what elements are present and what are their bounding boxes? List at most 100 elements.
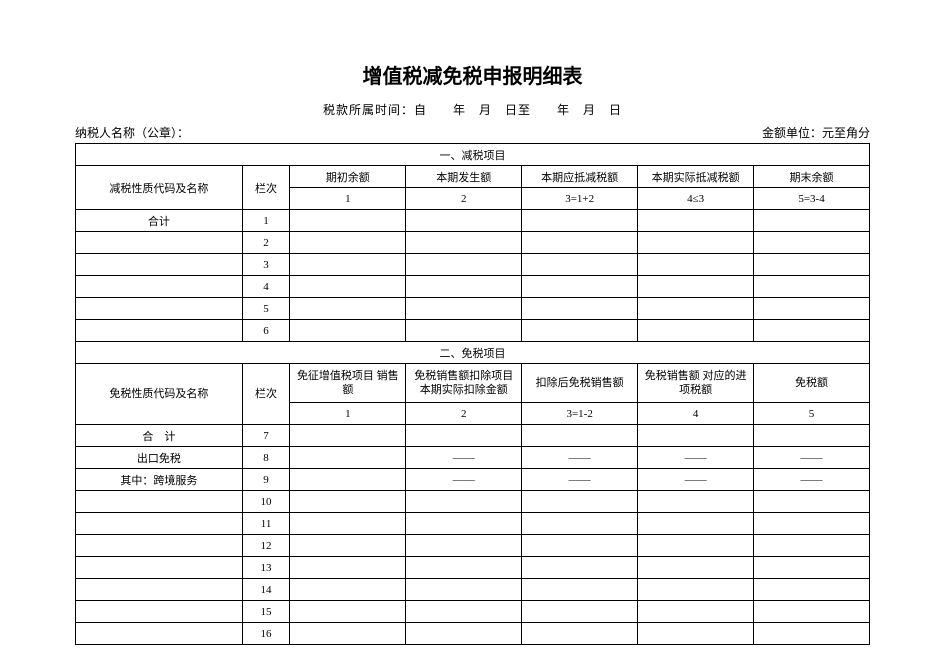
cell — [754, 601, 870, 623]
section2-header-row: 二、免税项目 — [76, 342, 870, 364]
cell — [754, 276, 870, 298]
cell — [638, 254, 754, 276]
section2-header: 二、免税项目 — [76, 342, 870, 364]
s1-row-name — [76, 254, 243, 276]
cell — [638, 601, 754, 623]
s2-col-2: 免税销售额扣除项目 本期实际扣除金额 — [406, 364, 522, 403]
table-row: 16 — [76, 623, 870, 645]
cell — [406, 232, 522, 254]
cell — [290, 298, 406, 320]
s2-col-lan: 栏次 — [242, 364, 290, 425]
section1-header: 一、减税项目 — [76, 144, 870, 166]
s1-formula-4: 4≤3 — [638, 188, 754, 210]
cell — [638, 298, 754, 320]
s2-formula-4: 4 — [638, 403, 754, 425]
table-row: 15 — [76, 601, 870, 623]
table-row: 10 — [76, 491, 870, 513]
s1-col-1: 期初余额 — [290, 166, 406, 188]
cell — [754, 210, 870, 232]
cell — [522, 579, 638, 601]
s1-col-name: 减税性质代码及名称 — [76, 166, 243, 210]
cell — [406, 579, 522, 601]
cell — [290, 254, 406, 276]
s2-row-name — [76, 535, 243, 557]
cell — [638, 276, 754, 298]
cell: —— — [638, 469, 754, 491]
s1-col-4: 本期实际抵减税额 — [638, 166, 754, 188]
cell — [522, 254, 638, 276]
cell — [522, 491, 638, 513]
s1-formula-5: 5=3-4 — [754, 188, 870, 210]
cell — [754, 557, 870, 579]
cell — [522, 623, 638, 645]
table-row: 6 — [76, 320, 870, 342]
table-row: 合 计7 — [76, 425, 870, 447]
s2-formula-1: 1 — [290, 403, 406, 425]
cell — [290, 425, 406, 447]
cell: —— — [522, 469, 638, 491]
period-line: 税款所属时间：自 年 月 日至 年 月 日 — [75, 101, 870, 118]
cell — [406, 557, 522, 579]
s2-row-n: 15 — [242, 601, 290, 623]
cell — [290, 320, 406, 342]
cell — [522, 298, 638, 320]
s1-formula-3: 3=1+2 — [522, 188, 638, 210]
cell: —— — [406, 469, 522, 491]
s2-row-name — [76, 579, 243, 601]
s2-row-name: 其中：跨境服务 — [76, 469, 243, 491]
table-row: 2 — [76, 232, 870, 254]
table-row: 其中：跨境服务9———————— — [76, 469, 870, 491]
cell — [522, 210, 638, 232]
s1-row-n: 5 — [242, 298, 290, 320]
table-row: 4 — [76, 276, 870, 298]
s2-row-n: 7 — [242, 425, 290, 447]
s1-row-name — [76, 320, 243, 342]
meta-row: 纳税人名称（公章）： 金额单位：元至角分 — [75, 124, 870, 141]
cell — [638, 623, 754, 645]
s1-row-name: 合计 — [76, 210, 243, 232]
s2-row-name — [76, 623, 243, 645]
cell — [406, 601, 522, 623]
s2-row-n: 11 — [242, 513, 290, 535]
s2-row-n: 9 — [242, 469, 290, 491]
cell — [754, 232, 870, 254]
cell — [754, 535, 870, 557]
s2-row-n: 8 — [242, 447, 290, 469]
s2-col-5: 免税额 — [754, 364, 870, 403]
s2-row-name: 合 计 — [76, 425, 243, 447]
cell — [406, 276, 522, 298]
cell — [522, 601, 638, 623]
cell — [638, 320, 754, 342]
s2-col-1: 免征增值税项目 销售额 — [290, 364, 406, 403]
table-row: 5 — [76, 298, 870, 320]
s2-col-4: 免税销售额 对应的进项税额 — [638, 364, 754, 403]
s1-formula-1: 1 — [290, 188, 406, 210]
s1-row-n: 6 — [242, 320, 290, 342]
cell — [406, 491, 522, 513]
s2-row-name — [76, 601, 243, 623]
section1-header-row: 一、减税项目 — [76, 144, 870, 166]
s2-row-name — [76, 513, 243, 535]
table-row: 13 — [76, 557, 870, 579]
cell — [638, 535, 754, 557]
cell — [754, 491, 870, 513]
s2-row-n: 14 — [242, 579, 290, 601]
cell — [638, 210, 754, 232]
s1-row-n: 1 — [242, 210, 290, 232]
cell — [522, 535, 638, 557]
s1-formula-2: 2 — [406, 188, 522, 210]
cell — [290, 557, 406, 579]
taxpayer-name-label: 纳税人名称（公章）： — [75, 124, 189, 141]
s2-row-n: 10 — [242, 491, 290, 513]
cell — [754, 298, 870, 320]
cell — [406, 535, 522, 557]
table-row: 3 — [76, 254, 870, 276]
cell — [754, 513, 870, 535]
cell — [290, 601, 406, 623]
s1-col-3: 本期应抵减税额 — [522, 166, 638, 188]
cell — [406, 425, 522, 447]
cell — [290, 210, 406, 232]
cell — [290, 276, 406, 298]
s1-col-2: 本期发生额 — [406, 166, 522, 188]
form-title: 增值税减免税申报明细表 — [75, 60, 870, 89]
